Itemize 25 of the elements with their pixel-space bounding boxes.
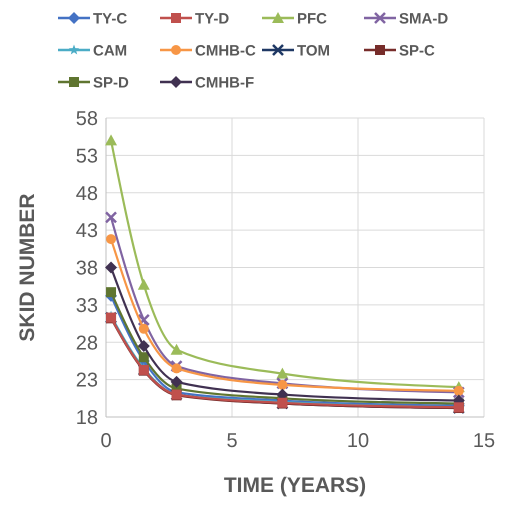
y-tick-label: 33 bbox=[76, 294, 98, 317]
legend-label: TY-C bbox=[93, 10, 128, 28]
legend-label: SP-D bbox=[93, 74, 130, 92]
y-tick-label: 28 bbox=[76, 332, 98, 354]
legend-label: PFC bbox=[297, 10, 328, 28]
y-tick-label: 48 bbox=[76, 182, 98, 205]
legend-label: SMA-D bbox=[399, 10, 448, 28]
y-tick-label: 53 bbox=[76, 145, 98, 168]
legend-label: CMHB-C bbox=[195, 42, 256, 60]
legend-label: TY-D bbox=[195, 10, 230, 28]
y-tick-label: 58 bbox=[76, 108, 98, 130]
x-tick-label: 0 bbox=[100, 430, 112, 452]
y-tick-label: 43 bbox=[76, 220, 98, 242]
y-tick-label: 18 bbox=[76, 407, 98, 429]
legend-label: CMHB-F bbox=[195, 74, 254, 92]
y-tick-label: 23 bbox=[76, 370, 98, 392]
x-tick-label: 5 bbox=[226, 430, 238, 452]
x-tick-label: 15 bbox=[472, 430, 496, 452]
legend-label: SP-C bbox=[399, 42, 436, 60]
x-axis-title: TIME (YEARS) bbox=[224, 474, 366, 497]
legend-label: CAM bbox=[93, 42, 128, 60]
legend-label: TOM bbox=[297, 42, 330, 60]
x-tick-label: 10 bbox=[346, 430, 370, 452]
y-tick-label: 38 bbox=[76, 258, 98, 280]
y-axis-title: SKID NUMBER bbox=[16, 193, 39, 342]
